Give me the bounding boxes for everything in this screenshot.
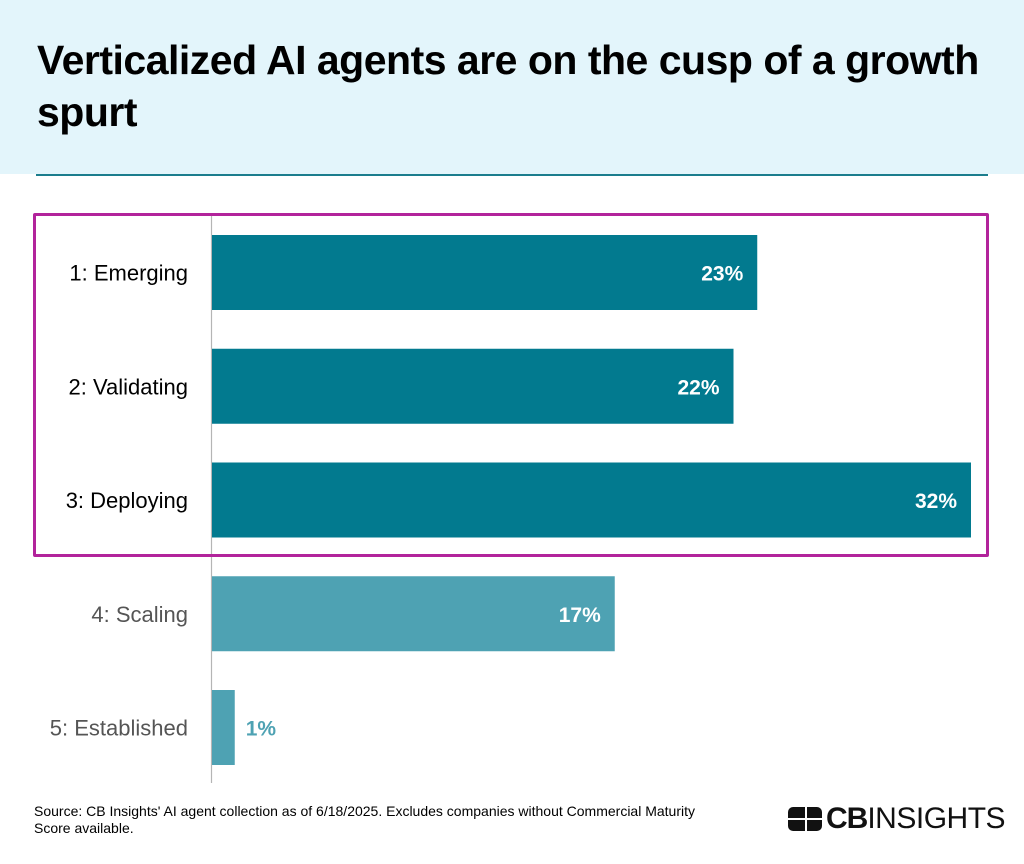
source-note: Source: CB Insights' AI agent collection…: [34, 803, 696, 836]
header-banner: Verticalized AI agents are on the cusp o…: [0, 0, 1024, 174]
bar-2: [212, 348, 734, 424]
bars-group: 1: Emerging 23% 2: Validating 22% 3: Deployi…: [50, 235, 971, 765]
category-label-5: 5: Established: [50, 716, 188, 741]
logo-text-bold: CB: [826, 802, 868, 835]
value-label-4: 17%: [559, 604, 601, 627]
bar-1: [212, 235, 758, 310]
header-divider: [36, 174, 988, 176]
bar-3: [212, 462, 971, 538]
category-label-4: 4: Scaling: [91, 602, 188, 627]
category-label-3: 3: Deploying: [66, 488, 188, 513]
category-label-2: 2: Validating: [69, 374, 188, 399]
value-label-5: 1%: [246, 718, 277, 741]
value-label-2: 22%: [677, 376, 719, 399]
cb-insights-logo: CB INSIGHTS: [788, 802, 1006, 835]
bar-4: [212, 576, 615, 652]
logo-text-light: INSIGHTS: [867, 802, 1006, 835]
bar-5: [212, 690, 235, 765]
chart-title: Verticalized AI agents are on the cusp o…: [37, 37, 979, 135]
category-label-1: 1: Emerging: [69, 261, 188, 286]
value-label-1: 23%: [701, 263, 743, 286]
highlight-box: [33, 213, 989, 557]
cb-logo-icon: [788, 807, 822, 831]
value-label-3: 32%: [915, 490, 957, 513]
